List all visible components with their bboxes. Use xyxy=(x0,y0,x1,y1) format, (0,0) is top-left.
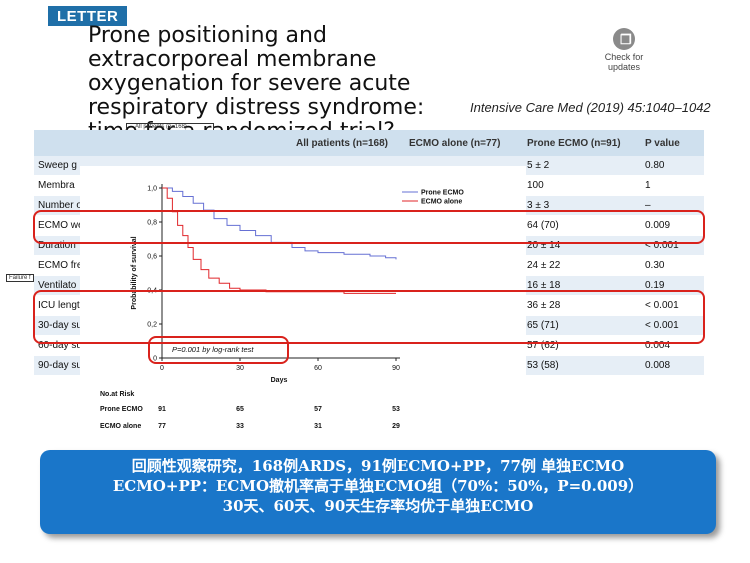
table-cell: 1 xyxy=(641,175,704,196)
article-title: Prone positioning and extracorporeal mem… xyxy=(88,23,425,144)
y-tick-label: 0,8 xyxy=(147,220,157,227)
x-tick-label: 90 xyxy=(392,365,400,372)
risk-count: 29 xyxy=(392,423,400,430)
x-tick-label: 60 xyxy=(314,365,322,372)
table-cell: 24 ± 22 xyxy=(523,255,641,276)
risk-count: 33 xyxy=(236,423,244,430)
table-cell: 20 ± 14 xyxy=(523,235,641,256)
table-cell: 0.004 xyxy=(641,335,704,356)
col-header: P value xyxy=(641,130,704,156)
risk-count: 57 xyxy=(314,406,322,413)
stray-row-label: Failure f xyxy=(6,274,34,282)
col-header: ECMO alone (n=77) xyxy=(405,130,523,156)
letter-tag: LETTER xyxy=(48,6,128,26)
col-header xyxy=(34,130,292,156)
table-cell: 57 (62) xyxy=(523,335,641,356)
table-cell: 0.008 xyxy=(641,355,704,376)
table-cell: 5 ± 2 xyxy=(523,156,641,176)
highlight-box-weaning xyxy=(33,210,705,244)
risk-count: 91 xyxy=(158,406,166,413)
risk-count: 53 xyxy=(392,406,400,413)
col-header: All patients (n=168) xyxy=(292,130,405,156)
bookmark-icon xyxy=(613,28,635,50)
table-cell: 53 (58) xyxy=(523,355,641,376)
summary-callout: 回顾性观察研究，168例ARDS，91例ECMO+PP，77例 单独ECMO E… xyxy=(40,450,716,534)
x-axis-title: Days xyxy=(271,377,288,384)
y-axis-title: Probability of survival xyxy=(131,236,138,309)
callout-line: 30天、60天、90天生存率均优于单独ECMO xyxy=(222,497,534,515)
badge-text: Check for updates xyxy=(604,52,644,72)
table-cell: < 0.001 xyxy=(641,295,704,316)
risk-row-label: ECMO alone xyxy=(100,423,141,430)
table-cell: 0.80 xyxy=(641,156,704,176)
risk-count: 65 xyxy=(236,406,244,413)
table-cell: 65 (71) xyxy=(523,315,641,336)
table-cell: 100 xyxy=(523,175,641,196)
legend-label: Prone ECMO xyxy=(421,190,464,197)
table-cell: < 0.001 xyxy=(641,315,704,336)
journal-citation: Intensive Care Med (2019) 45:1040–1042 xyxy=(470,100,711,115)
x-tick-label: 30 xyxy=(236,365,244,372)
table-cell: < 0.001 xyxy=(641,235,704,256)
risk-count: 77 xyxy=(158,423,166,430)
ribbon-icon: ❐ xyxy=(620,32,632,47)
risk-count: 31 xyxy=(314,423,322,430)
table-header-row: All patients (n=168) ECMO alone (n=77) P… xyxy=(34,130,704,156)
logrank-annotation: P=0.001 by log-rank test xyxy=(172,345,254,354)
col-header: Prone ECMO (n=91) xyxy=(523,130,641,156)
callout-line: ECMO+PP：ECMO撤机率高于单独ECMO组（70%：50%，P=0.009… xyxy=(112,477,644,495)
check-for-updates-badge[interactable]: ❐ Check for updates xyxy=(600,28,648,76)
highlight-box-survival xyxy=(33,290,705,344)
callout-line: 回顾性观察研究，168例ARDS，91例ECMO+PP，77例 单独ECMO xyxy=(131,457,625,475)
km-curve-prone-ecmo xyxy=(162,187,397,260)
legend-label: ECMO alone xyxy=(421,199,462,206)
table-cell: 0.30 xyxy=(641,255,704,276)
table-cell: 0.009 xyxy=(641,215,704,236)
table-cell: 64 (70) xyxy=(523,215,641,236)
x-tick-label: 0 xyxy=(160,365,164,372)
risk-row-label: Prone ECMO xyxy=(100,406,143,413)
highlight-box-logrank xyxy=(148,336,289,364)
y-tick-label: 1,0 xyxy=(147,186,157,193)
y-tick-label: 0,2 xyxy=(147,322,157,329)
y-tick-label: 0,6 xyxy=(147,254,157,261)
table-cell: 36 ± 28 xyxy=(523,295,641,316)
risk-table-title: No.at Risk xyxy=(100,391,134,398)
